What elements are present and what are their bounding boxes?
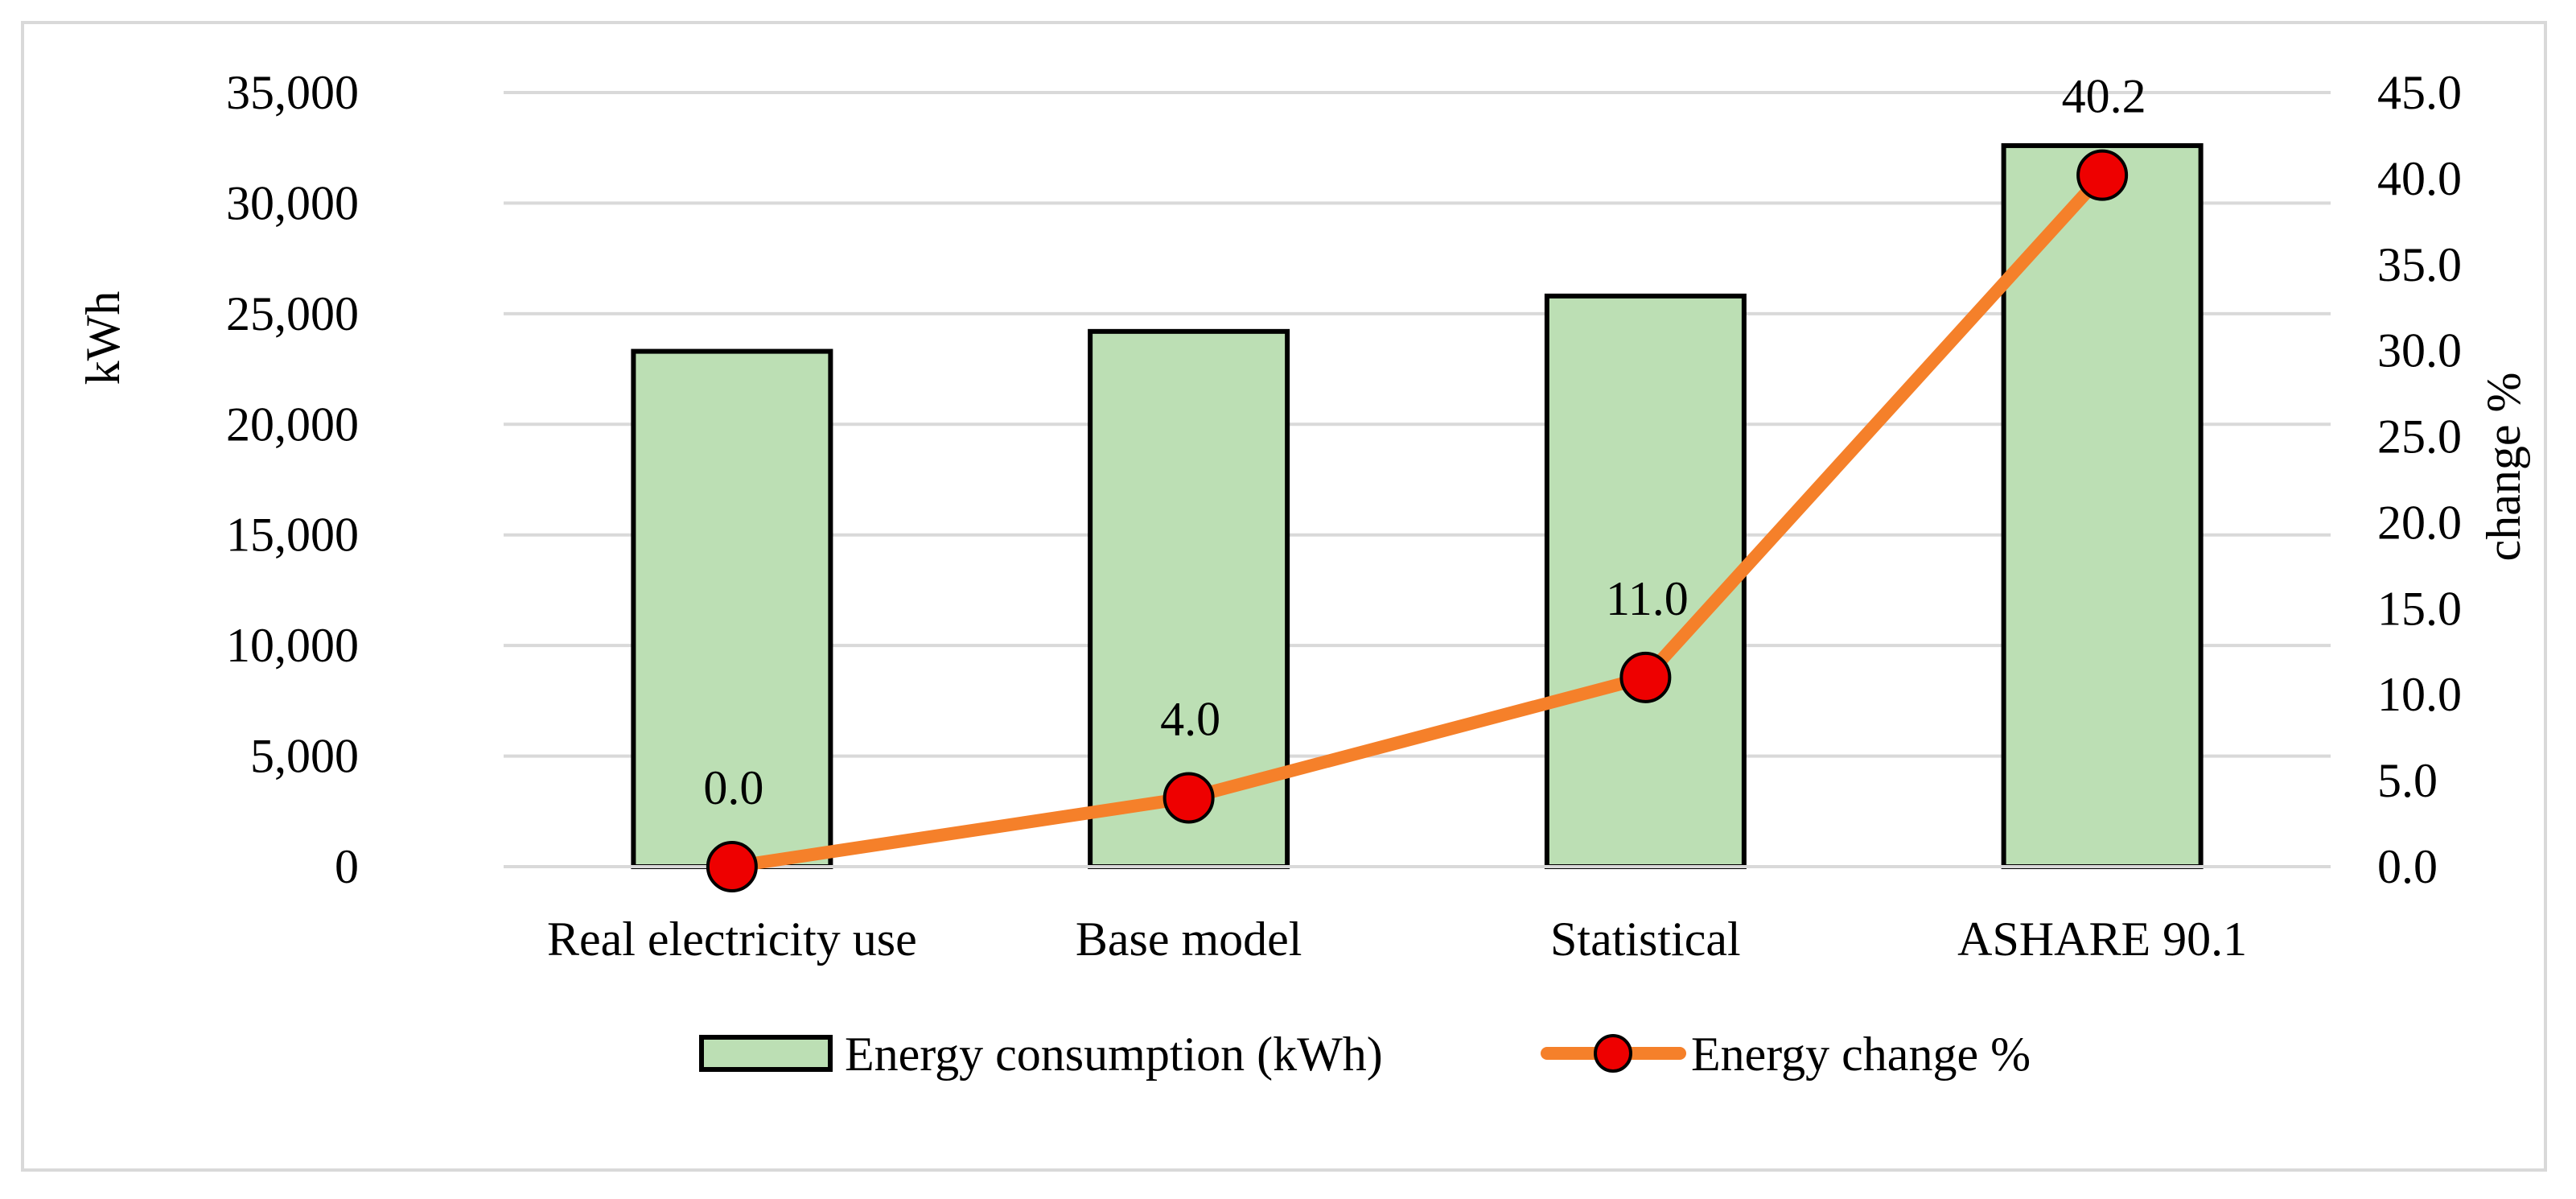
line-marker xyxy=(2076,149,2129,201)
y-tick-label-right: 30.0 xyxy=(2377,324,2462,377)
y-tick-label-right: 35.0 xyxy=(2377,238,2462,291)
y-tick-label-right: 15.0 xyxy=(2377,582,2462,635)
data-label: 0.0 xyxy=(703,761,763,814)
y-tick-label-left: 10,000 xyxy=(226,619,359,672)
y-tick-label-left: 30,000 xyxy=(226,176,359,229)
legend-label-bar: Energy consumption (kWh) xyxy=(845,1028,1383,1081)
line-series xyxy=(725,168,2109,873)
data-label: 40.2 xyxy=(2062,70,2146,123)
data-label: 11.0 xyxy=(1606,572,1689,625)
data-label: 4.0 xyxy=(1160,692,1220,745)
y-tick-label-right: 25.0 xyxy=(2377,410,2462,464)
bar xyxy=(1544,293,1747,869)
x-tick-label: ASHARE 90.1 xyxy=(1957,913,2247,966)
y-tick-label-left: 35,000 xyxy=(226,66,359,119)
x-tick-label: Real electricity use xyxy=(547,913,917,966)
legend-label-line: Energy change % xyxy=(1691,1028,2031,1081)
line-marker xyxy=(1162,772,1215,824)
y-tick-label-left: 25,000 xyxy=(226,287,359,340)
x-tick-label: Base model xyxy=(1076,913,1302,966)
y-tick-label-right: 40.0 xyxy=(2377,152,2462,205)
y-tick-label-left: 15,000 xyxy=(226,509,359,562)
bar xyxy=(2001,142,2204,870)
legend-marker xyxy=(1594,1034,1632,1073)
y-tick-label-left: 20,000 xyxy=(226,398,359,451)
y-axis-title-right: change % xyxy=(2477,373,2530,562)
line-marker xyxy=(706,841,758,892)
y-tick-label-right: 45.0 xyxy=(2377,66,2462,119)
y-tick-label-right: 0.0 xyxy=(2377,840,2438,893)
x-tick-label: Statistical xyxy=(1550,913,1741,966)
y-axis-title-left: kWh xyxy=(76,291,130,385)
line-marker xyxy=(1619,651,1672,703)
y-tick-label-left: 5,000 xyxy=(250,730,359,783)
y-tick-label-left: 0 xyxy=(335,840,359,893)
legend-swatch-bar xyxy=(699,1035,833,1072)
y-tick-label-right: 5.0 xyxy=(2377,754,2438,807)
y-tick-label-right: 10.0 xyxy=(2377,668,2462,721)
y-tick-label-right: 20.0 xyxy=(2377,496,2462,549)
